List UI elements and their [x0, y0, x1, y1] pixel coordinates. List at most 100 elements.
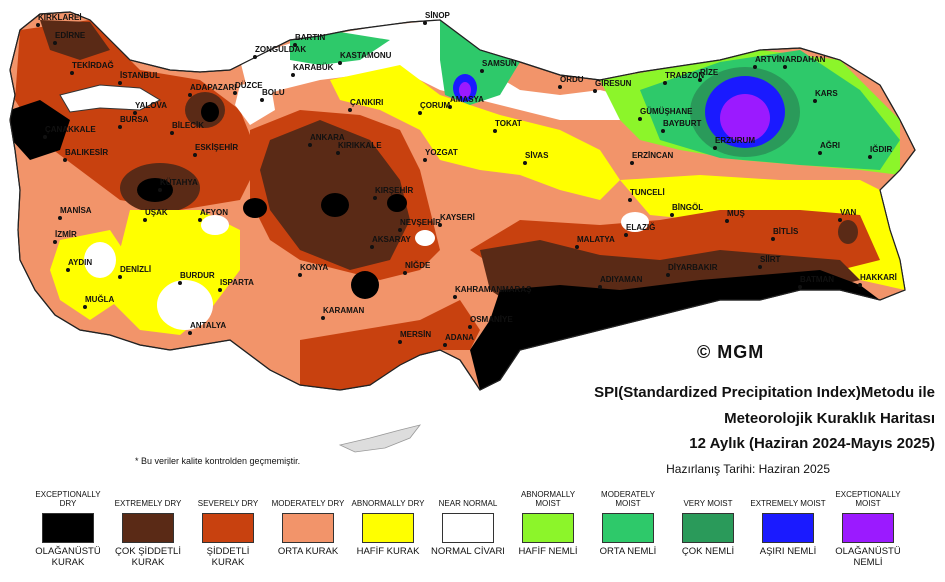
legend-english-label: ABNORMALLY DRY: [351, 499, 425, 508]
zone-severely-dry-south: [300, 300, 480, 390]
city-label: KAHRAMANMARAŞ: [455, 285, 532, 294]
legend-turkish-label: ÇOK NEMLİ: [681, 546, 735, 557]
city-label: AYDIN: [68, 258, 92, 267]
legend-item: NEAR NORMAL NORMAL CİVARI: [430, 488, 506, 557]
legend-item: ABNORMALLY DRY HAFİF KURAK: [350, 488, 426, 557]
city-label: BOLU: [262, 88, 285, 97]
city-marker: [493, 129, 497, 133]
zone-moderately-moist-west: [290, 32, 390, 65]
city-label: ÇANKIRI: [350, 98, 383, 107]
city-marker: [598, 285, 602, 289]
city-marker: [158, 188, 162, 192]
marmara-sea: [59, 84, 162, 113]
city-marker: [558, 85, 562, 89]
legend-swatch: [762, 513, 814, 543]
map-title-line-3: 12 Aylık (Haziran 2024-Mayıs 2025): [689, 435, 935, 452]
legend-english-label: EXCEPTIONALLY DRY: [35, 490, 101, 508]
city-marker: [291, 73, 295, 77]
city-marker: [43, 135, 47, 139]
zone-exceptionally-moist-erzurum: [720, 94, 770, 142]
map-title-line-2: Meteorolojik Kuraklık Haritası: [724, 410, 935, 427]
city-marker: [666, 273, 670, 277]
legend-item: EXCEPTIONALLY MOIST OLAĞANÜSTÜ NEMLİ: [830, 488, 906, 568]
city-marker: [398, 228, 402, 232]
city-marker: [423, 21, 427, 25]
city-label: VAN: [840, 208, 857, 217]
city-marker: [178, 281, 182, 285]
city-marker: [575, 245, 579, 249]
city-marker: [348, 108, 352, 112]
city-labels: KIRKLAREİ EDİRNE TEKİRDAĞ İSTANBUL ÇANAKKALE…: [36, 11, 897, 347]
city-label: İZMİR: [55, 230, 77, 239]
city-label: IĞDIR: [870, 145, 892, 154]
city-label: SAMSUN: [482, 59, 517, 68]
city-marker: [188, 331, 192, 335]
city-label: AFYON: [200, 208, 228, 217]
city-label: KASTAMONU: [340, 51, 392, 60]
city-marker: [443, 343, 447, 347]
city-marker: [624, 233, 628, 237]
city-label: KIRŞEHİR: [375, 186, 413, 195]
city-label: ADANA: [445, 333, 474, 342]
city-label: NEVŞEHİR: [400, 218, 441, 227]
city-marker: [58, 216, 62, 220]
city-label: RİZE: [700, 68, 719, 77]
city-label: DENİZLİ: [120, 265, 151, 274]
zone-exceptionally-dry-adapazari: [201, 102, 219, 122]
city-label: ELAZIĞ: [626, 223, 655, 232]
zone-exceptionally-dry-central-1: [321, 193, 349, 217]
city-marker: [468, 325, 472, 329]
city-label: ADAPAZARI: [190, 83, 237, 92]
city-label: GİRESUN: [595, 79, 632, 88]
zone-near-normal-antalya: [157, 280, 213, 330]
city-marker: [36, 23, 40, 27]
city-label: ARTVİN: [755, 55, 785, 64]
city-label: OSMANİYE: [470, 315, 513, 324]
city-label: NİĞDE: [405, 261, 431, 270]
city-marker: [628, 198, 632, 202]
city-marker: [523, 161, 527, 165]
legend-english-label: EXCEPTIONALLY MOIST: [835, 490, 901, 508]
city-label: KÜTAHYA: [160, 178, 198, 187]
legend-english-label: ABNORMALLY MOIST: [520, 490, 576, 508]
city-marker: [293, 43, 297, 47]
city-marker: [83, 305, 87, 309]
legend-turkish-label: ORTA NEMLİ: [599, 546, 657, 557]
city-marker: [336, 151, 340, 155]
city-label: ORDU: [560, 75, 584, 84]
city-marker: [198, 218, 202, 222]
city-label: ERZİNCAN: [632, 151, 674, 160]
legend-turkish-label: ORTA KURAK: [277, 546, 339, 557]
city-label: ANTALYA: [190, 321, 226, 330]
city-label: AĞRI: [820, 141, 840, 150]
city-label: DÜZCE: [235, 81, 263, 90]
city-marker: [661, 129, 665, 133]
drought-map: KIRKLAREİ EDİRNE TEKİRDAĞ İSTANBUL ÇANAKKALE…: [9, 11, 916, 453]
legend-item: EXTREMELY MOIST AŞIRI NEMLİ: [750, 488, 826, 557]
city-label: BİTLİS: [773, 227, 799, 236]
zone-extremely-dry-northwest: [40, 20, 110, 60]
city-marker: [593, 89, 597, 93]
legend-swatch: [202, 513, 254, 543]
city-marker: [813, 99, 817, 103]
city-marker: [698, 78, 702, 82]
legend-english-label: SEVERELY DRY: [197, 499, 259, 508]
city-label: BARTIN: [295, 33, 325, 42]
legend-turkish-label: AŞIRI NEMLİ: [759, 546, 817, 557]
legend-english-label: MODERATELY DRY: [271, 499, 345, 508]
city-label: KARABÜK: [293, 63, 334, 72]
city-label: BATMAN: [800, 275, 834, 284]
city-label: ÇANAKKALE: [45, 125, 96, 134]
legend-english-label: VERY MOIST: [683, 499, 733, 508]
turkey-border: [9, 11, 916, 391]
city-label: EDİRNE: [55, 31, 86, 40]
zone-near-normal-afyon: [201, 215, 229, 235]
zone-abnormally-dry-central: [330, 65, 620, 200]
mgm-copyright: © MGM: [697, 342, 765, 362]
city-label: MUŞ: [727, 209, 745, 218]
legend-item: EXCEPTIONALLY DRY OLAĞANÜSTÜ KURAK: [30, 488, 106, 568]
city-marker: [338, 61, 342, 65]
zone-exceptionally-moist-samsun: [459, 82, 471, 98]
city-marker: [373, 196, 377, 200]
city-marker: [638, 117, 642, 121]
